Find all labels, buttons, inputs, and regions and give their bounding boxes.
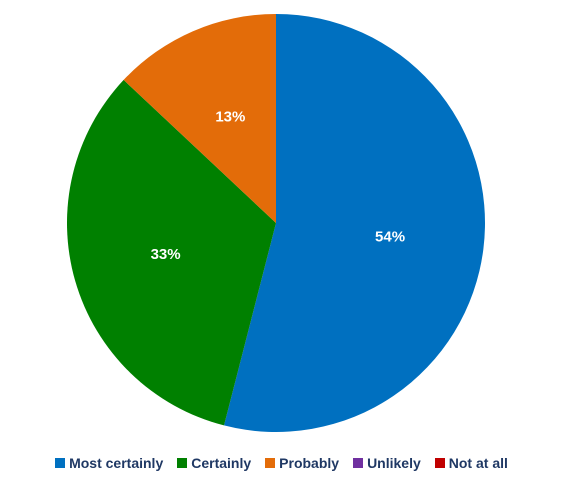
data-label-probably: 13%	[215, 108, 245, 125]
legend-swatch	[55, 458, 66, 468]
data-label-certainly: 33%	[151, 246, 181, 263]
legend-item-certainly: Certainly	[177, 455, 251, 471]
data-label-most-certainly: 54%	[375, 228, 405, 245]
legend-label: Probably	[279, 455, 340, 471]
legend-swatch	[177, 458, 188, 468]
legend-swatch	[265, 458, 276, 468]
legend-label: Unlikely	[367, 455, 421, 471]
pie-slice-most-certainly	[224, 14, 486, 432]
legend-label: Most certainly	[69, 455, 164, 471]
legend-item-probably: Probably	[265, 455, 339, 471]
legend: Most certainly Certainly Probably Unlikely N…	[0, 455, 563, 471]
legend-label: Certainly	[191, 455, 252, 471]
legend-swatch	[434, 458, 445, 468]
legend-item-most-certainly: Most certainly	[55, 455, 163, 471]
legend-item-not-at-all: Not at all	[434, 455, 508, 471]
legend-item-unlikely: Unlikely	[353, 455, 421, 471]
pie-slice-probably	[123, 14, 276, 223]
pie-slice-certainly	[66, 79, 277, 426]
pie-chart: 54% 33% 13%	[66, 14, 486, 432]
legend-label: Not at all	[448, 455, 508, 471]
legend-swatch	[353, 458, 364, 468]
